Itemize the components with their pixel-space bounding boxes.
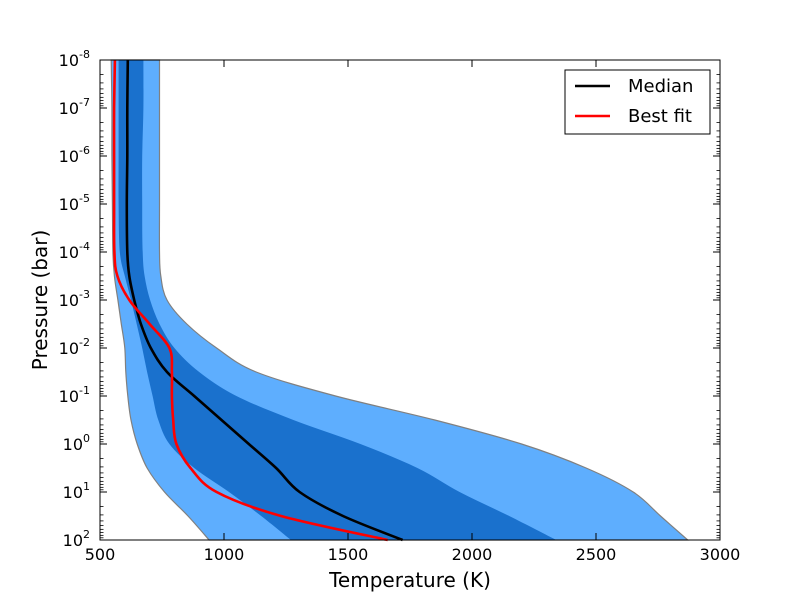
y-tick-label: 101 [63, 480, 90, 502]
y-tick-label: 100 [63, 432, 90, 454]
y-axis-label: Pressure (bar) [28, 230, 52, 371]
axis-ticks: 500 1000 1500 2000 2500 3000 10-8 10-7 10-6 10-5 1… [59, 48, 741, 564]
y-tick-label: 10-6 [59, 144, 90, 166]
x-axis-label: Temperature (K) [328, 568, 491, 592]
profile-lines [112, 59, 404, 542]
y-tick-label: 10-7 [59, 96, 90, 118]
y-tick-label: 10-1 [59, 384, 90, 406]
x-tick-label: 1500 [328, 545, 369, 564]
y-tick-label: 10-2 [59, 336, 90, 358]
x-tick-label: 2000 [452, 545, 493, 564]
y-tick-label: 10-4 [59, 240, 90, 262]
y-tick-label: 10-5 [59, 192, 90, 214]
series-line-median [125, 59, 404, 542]
legend-box [564, 69, 711, 135]
x-tick-label: 1000 [204, 545, 245, 564]
x-tick-label: 3000 [700, 545, 741, 564]
y-tick-label: 10-8 [59, 48, 90, 70]
confidence-bands [110, 59, 690, 541]
legend-label-best-fit: Best fit [628, 106, 692, 127]
legend-label-median: Median [628, 76, 693, 97]
x-tick-label: 500 [85, 545, 116, 564]
series-line-best-fit [112, 59, 388, 542]
y-tick-label: 102 [63, 528, 90, 550]
band-inner [118, 60, 557, 540]
legend: Median Best fit [564, 69, 711, 135]
y-tick-label: 10-3 [59, 288, 90, 310]
x-tick-label: 2500 [576, 545, 617, 564]
